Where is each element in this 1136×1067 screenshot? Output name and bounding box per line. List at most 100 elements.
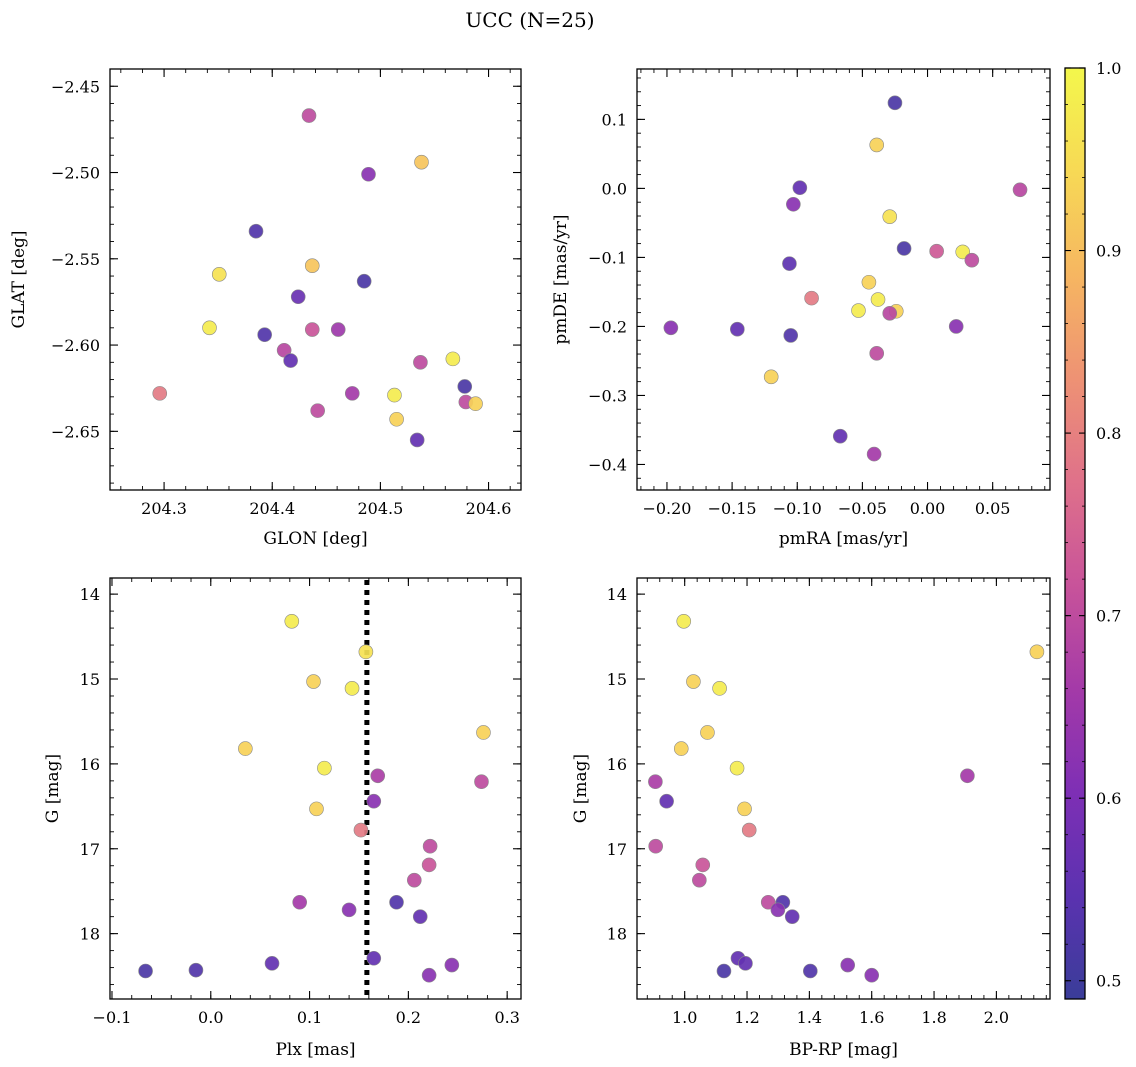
panel-plx-g-point-18	[341, 902, 357, 918]
panel-plx-g-ticks: −0.1 0.0 0.1 0.2 0.3 14 15 16 17 18	[80, 578, 521, 1027]
panel-pm-xtick-label: −0.05	[838, 499, 887, 518]
panel-cmd-point-16	[760, 894, 776, 910]
panel-glon-glat-xlabel: GLON [deg]	[263, 529, 367, 549]
panel-glon-glat-point-6	[304, 258, 320, 273]
panel-cmd-point-25	[864, 967, 880, 983]
panel-plx-g-ytick-label: 14	[80, 585, 100, 604]
panel-pm-ytick-label: 0.1	[602, 110, 627, 129]
panel-pm-xlabel: pmRA [mas/yr]	[779, 529, 908, 549]
panel-cmd-ytick-label: 14	[607, 585, 627, 604]
panel-pm-xtick-label: −0.20	[642, 499, 691, 518]
panel-glon-glat-point-20	[387, 387, 402, 403]
panel-cmd-ytick-label: 17	[607, 840, 627, 859]
panel-plx-g-xtick-label: 0.1	[297, 1008, 322, 1027]
panel-plx-g-point-5	[476, 725, 491, 740]
panel-cmd-xtick-label: 1.4	[797, 1008, 822, 1027]
panel-cmd-xtick-label: 1.0	[672, 1008, 697, 1027]
panel-cmd-point-7	[729, 760, 745, 776]
panel-glon-glat-point-11	[304, 322, 320, 337]
panel-pm-xtick-label: 0.00	[910, 499, 946, 518]
colorbar-gradient	[1064, 67, 1086, 1000]
panel-glon-glat-point-10	[257, 327, 272, 343]
panel-pm-point-15	[851, 303, 866, 318]
panel-plx-g-point-17	[389, 894, 404, 910]
panel-glon-glat-xtick-label: 204.6	[466, 499, 512, 518]
panel-glon-glat-point-15	[445, 351, 461, 367]
panel-pm-point-7	[896, 241, 912, 256]
panel-pm-xtick-label: 0.05	[975, 499, 1011, 518]
colorbar-ticks: 0.5 0.6 0.7 0.8 0.9 1.0	[1065, 59, 1121, 991]
panel-glon-glat-point-17	[457, 379, 473, 394]
panel-pm-ytick-label: −0.3	[588, 386, 627, 405]
panel-plx-g-point-7	[317, 760, 332, 776]
panel-pm: −0.20 −0.15 −0.10 −0.05 0.00 0.05 −0.4 −0.3 −0.2…	[551, 68, 1051, 549]
panel-plx-g-point-19	[412, 909, 428, 924]
panel-pm-point-24	[832, 428, 848, 444]
panel-plx-g-points	[138, 613, 491, 983]
panel-glon-glat-point-25	[409, 432, 425, 448]
colorbar: 0.5 0.6 0.7 0.8 0.9 1.0	[1064, 59, 1121, 1000]
panel-plx-g-frame	[109, 577, 522, 1000]
panel-glon-glat-point-16	[413, 355, 428, 370]
figure-title: UCC (N=25)	[465, 8, 594, 32]
panel-glon-glat-point-8	[290, 289, 306, 305]
panel-plx-g-point-11	[309, 801, 324, 817]
panel-plx-g-point-4	[344, 681, 360, 696]
panel-glon-glat-point-2	[361, 166, 376, 182]
panel-cmd-point-5	[700, 725, 715, 740]
panel-plx-g-point-16	[292, 894, 307, 910]
panel-pm-point-25	[866, 446, 882, 462]
panel-pm-xtick-label: −0.15	[708, 499, 757, 518]
panel-plx-g-xtick-label: −0.1	[93, 1008, 132, 1027]
panel-cmd-ytick-label: 16	[607, 755, 627, 774]
panel-plx-g-ytick-label: 16	[80, 755, 100, 774]
panel-plx-g-ytick-label: 15	[80, 670, 100, 689]
panel-pm-point-8	[929, 243, 944, 259]
panel-glon-glat-xtick-label: 204.5	[357, 499, 403, 518]
panel-cmd: 1.0 1.2 1.4 1.6 1.8 2.0 14 15 16 17 18 BP-RP [mag]…	[571, 577, 1051, 1060]
panel-glon-glat-point-18	[152, 386, 168, 401]
panel-cmd-point-8	[960, 768, 975, 784]
panel-pm-point-19	[730, 321, 745, 337]
panel-cmd-point-23	[716, 963, 732, 979]
panel-plx-g-ytick-label: 17	[80, 840, 100, 859]
panel-cmd-xlabel: BP-RP [mag]	[789, 1040, 898, 1060]
panel-pm-point-20	[948, 319, 964, 334]
panel-pm-ytick-label: −0.4	[588, 455, 627, 474]
panel-plx-g-point-2	[358, 644, 374, 660]
panel-glon-glat-ytick-label: −2.65	[51, 422, 100, 441]
panel-cmd-point-22	[840, 957, 856, 973]
panel-cmd-point-12	[741, 822, 757, 838]
panel-glon-glat-ytick-label: −2.60	[51, 336, 100, 355]
panel-cmd-point-19	[784, 909, 800, 924]
colorbar-tick-label: 1.0	[1096, 59, 1121, 78]
colorbar-tick-label: 0.5	[1096, 972, 1121, 991]
panel-glon-glat-xtick-label: 204.3	[141, 499, 187, 518]
panel-plx-g-point-14	[421, 857, 437, 873]
panel-glon-glat-point-13	[276, 342, 292, 358]
panel-glon-glat-point-7	[356, 273, 372, 289]
panel-plx-g: −0.1 0.0 0.1 0.2 0.3 14 15 16 17 18 Plx [mas] G […	[43, 577, 522, 1060]
panel-plx-g-xtick-label: 0.0	[198, 1008, 223, 1027]
panel-glon-glat-point-5	[211, 267, 227, 282]
colorbar-tick-label: 0.7	[1096, 607, 1121, 626]
panel-glon-glat-point-19	[344, 386, 360, 401]
panel-pm-point-21	[783, 328, 799, 343]
panel-pm-point-23	[763, 369, 779, 385]
panel-pm-xtick-label: −0.10	[773, 499, 822, 518]
panel-cmd-frame	[636, 577, 1051, 1000]
panel-glon-glat-ytick-label: −2.50	[51, 164, 100, 183]
panel-plx-g-ytick-label: 18	[80, 925, 100, 944]
panel-pm-point-2	[869, 137, 885, 153]
panel-plx-g-point-21	[264, 956, 280, 971]
colorbar-tick-label: 0.9	[1096, 242, 1121, 261]
panel-glon-glat-point-22	[468, 396, 483, 412]
panel-plx-g-ylabel: G [mag]	[43, 754, 63, 823]
panel-cmd-ylabel: G [mag]	[571, 754, 591, 823]
panel-plx-g-point-24	[188, 962, 204, 978]
panel-plx-g-point-13	[422, 838, 438, 854]
panel-cmd-point-11	[737, 801, 752, 817]
panel-cmd-ytick-label: 18	[607, 925, 627, 944]
panel-cmd-point-24	[803, 963, 818, 979]
panel-glon-glat-xtick-label: 204.4	[249, 499, 295, 518]
